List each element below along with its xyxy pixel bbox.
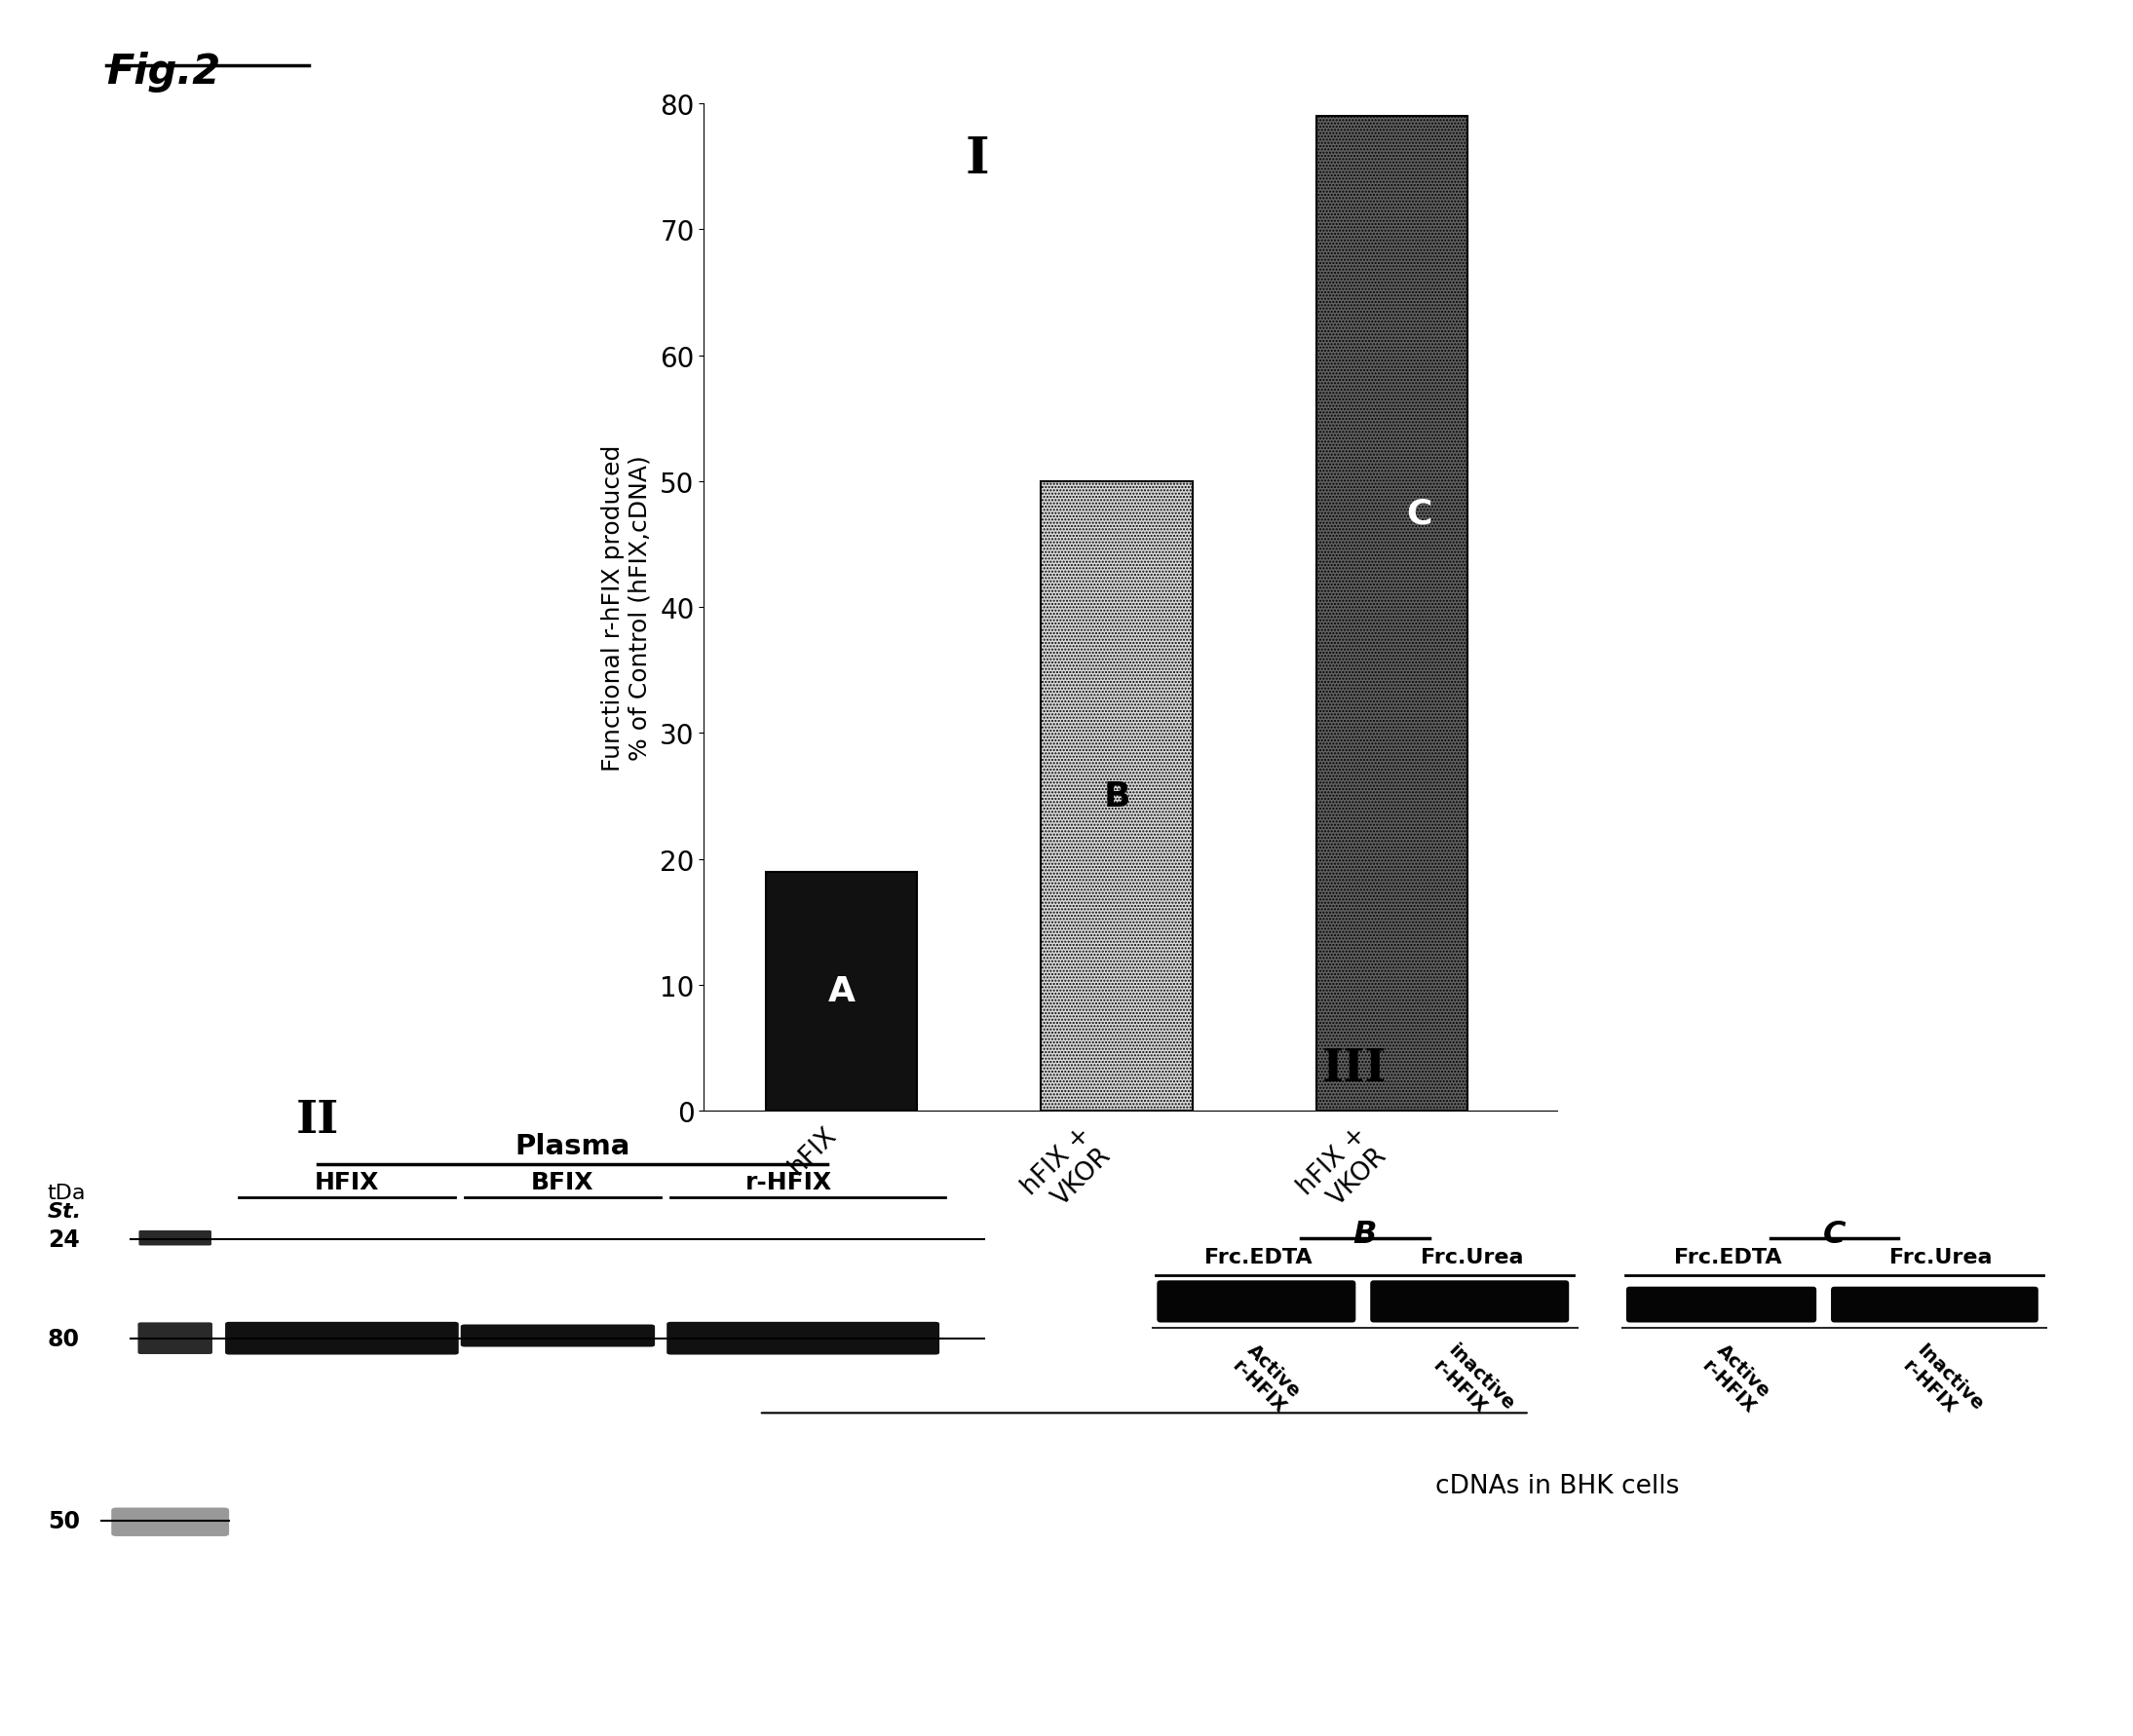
Text: tDa: tDa <box>47 1182 85 1203</box>
Text: cDNAs in BHK cells: cDNAs in BHK cells <box>1436 1474 1679 1498</box>
FancyBboxPatch shape <box>139 1323 213 1354</box>
Text: Frc.Urea: Frc.Urea <box>1890 1246 1992 1267</box>
Text: Frc.EDTA: Frc.EDTA <box>1674 1246 1781 1267</box>
Text: C: C <box>1824 1219 1845 1250</box>
Text: Fig.2: Fig.2 <box>107 52 222 94</box>
Text: Active
r-HFIX: Active r-HFIX <box>1698 1340 1775 1417</box>
Text: Frc.EDTA: Frc.EDTA <box>1205 1246 1312 1267</box>
Text: I: I <box>964 134 990 184</box>
Text: A: A <box>828 976 855 1009</box>
FancyBboxPatch shape <box>1369 1281 1570 1323</box>
Text: C: C <box>1406 496 1433 529</box>
FancyBboxPatch shape <box>1830 1286 2039 1323</box>
Text: B: B <box>1103 779 1130 812</box>
Bar <box>766 871 917 1111</box>
Text: 24: 24 <box>47 1227 79 1252</box>
Text: 50: 50 <box>47 1509 79 1533</box>
FancyBboxPatch shape <box>226 1323 459 1354</box>
Y-axis label: Functional r-hFIX produced
% of Control (hFIX,cDNA): Functional r-hFIX produced % of Control … <box>602 444 653 771</box>
Text: Active
r-HFIX: Active r-HFIX <box>1229 1340 1305 1417</box>
Text: Plasma: Plasma <box>514 1132 629 1160</box>
FancyBboxPatch shape <box>461 1325 655 1347</box>
FancyBboxPatch shape <box>111 1507 228 1536</box>
Text: r-HFIX: r-HFIX <box>744 1170 832 1194</box>
Text: B: B <box>1352 1219 1378 1250</box>
Text: BFIX: BFIX <box>531 1170 595 1194</box>
FancyBboxPatch shape <box>139 1231 211 1246</box>
FancyBboxPatch shape <box>1156 1281 1357 1323</box>
Text: Frc.Urea: Frc.Urea <box>1421 1246 1523 1267</box>
Bar <box>1316 116 1468 1111</box>
Text: Inactive
r-HFIX: Inactive r-HFIX <box>1898 1340 1988 1429</box>
Text: St.: St. <box>47 1201 81 1220</box>
Text: II: II <box>296 1097 339 1142</box>
Text: III: III <box>1322 1045 1386 1090</box>
Text: HFIX: HFIX <box>314 1170 380 1194</box>
FancyBboxPatch shape <box>1625 1286 1817 1323</box>
Text: inactive
r-HFIX: inactive r-HFIX <box>1429 1340 1517 1429</box>
Bar <box>1041 481 1192 1111</box>
Text: 80: 80 <box>47 1326 79 1351</box>
FancyBboxPatch shape <box>668 1323 939 1354</box>
